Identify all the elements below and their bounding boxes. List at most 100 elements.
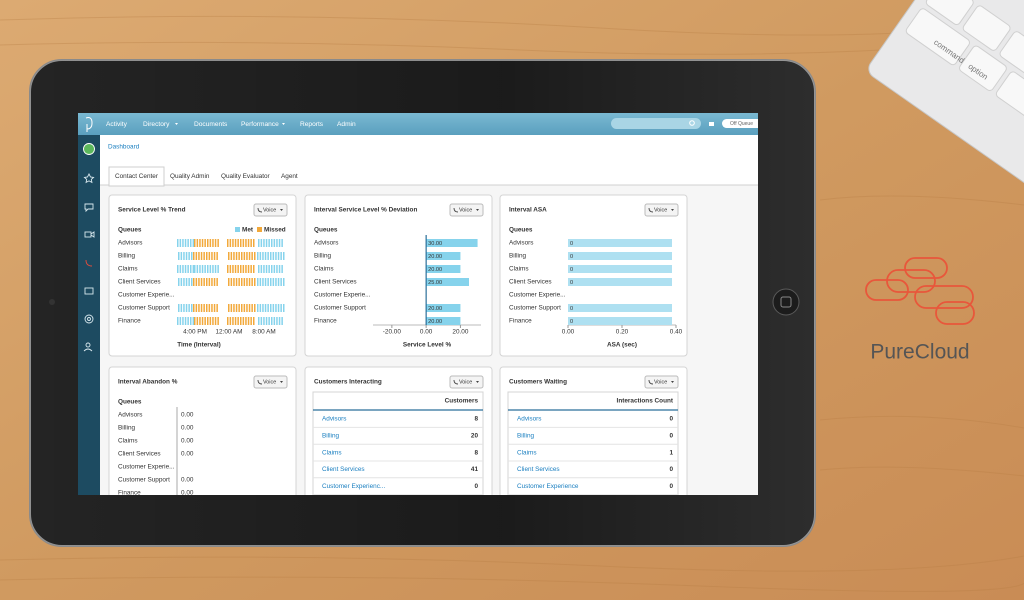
tab[interactable]: Agent bbox=[281, 173, 298, 180]
nav-item[interactable]: Reports bbox=[300, 121, 324, 128]
nav-item[interactable]: Directory bbox=[143, 121, 170, 128]
row-label: Finance bbox=[118, 490, 141, 497]
trend-stripe bbox=[211, 252, 213, 260]
brand-name: PureCloud bbox=[870, 341, 969, 364]
trend-stripe bbox=[209, 265, 212, 273]
trend-stripe bbox=[235, 278, 238, 286]
trend-stripe bbox=[228, 278, 230, 286]
trend-stripe bbox=[187, 317, 189, 325]
trend-stripe bbox=[182, 239, 184, 247]
row-name[interactable]: Billing bbox=[517, 432, 534, 439]
media-button[interactable] bbox=[253, 203, 288, 217]
legend-label: Missed bbox=[264, 227, 286, 234]
trend-stripe bbox=[264, 304, 267, 312]
trend-stripe bbox=[272, 252, 275, 260]
tab[interactable]: Contact Center bbox=[115, 173, 159, 180]
trend-stripe bbox=[262, 304, 264, 312]
row-name[interactable]: Claims bbox=[322, 449, 342, 456]
breadcrumb[interactable]: Dashboard bbox=[108, 144, 140, 151]
bar bbox=[426, 317, 461, 325]
media-caret bbox=[280, 209, 283, 211]
row-label: Billing bbox=[118, 425, 135, 432]
x-axis-label: Time (Interval) bbox=[177, 342, 221, 349]
trend-stripe bbox=[257, 278, 259, 286]
trend-stripe bbox=[234, 317, 237, 325]
trend-stripe bbox=[185, 304, 188, 312]
trend-stripe bbox=[283, 304, 285, 312]
trend-stripe bbox=[193, 304, 195, 312]
media-button[interactable] bbox=[449, 375, 484, 389]
trend-stripe bbox=[233, 304, 235, 312]
dropdown-caret bbox=[175, 123, 178, 125]
trend-stripe bbox=[199, 239, 201, 247]
trend-stripe bbox=[191, 278, 193, 286]
media-button[interactable] bbox=[253, 375, 288, 389]
phone-icon bbox=[257, 207, 263, 213]
trend-stripe bbox=[238, 278, 240, 286]
trend-stripe bbox=[204, 265, 206, 273]
trend-stripe bbox=[195, 278, 198, 286]
trend-stripe bbox=[275, 278, 277, 286]
nav-item[interactable]: Documents bbox=[194, 121, 228, 128]
widget-title: Service Level % Trend bbox=[118, 207, 186, 214]
trend-stripe bbox=[263, 239, 265, 247]
trend-stripe bbox=[271, 265, 273, 273]
trend-stripe bbox=[254, 304, 256, 312]
trend-stripe bbox=[272, 304, 275, 312]
trend-stripe bbox=[241, 252, 243, 260]
row-label: Customer Support bbox=[118, 477, 170, 484]
x-tick-label: 0.20 bbox=[616, 329, 629, 336]
media-button[interactable] bbox=[644, 375, 679, 389]
trend-stripe bbox=[201, 239, 204, 247]
row-name[interactable]: Advisors bbox=[517, 416, 542, 423]
trend-stripe bbox=[201, 265, 204, 273]
nav-item[interactable]: Performance bbox=[241, 121, 279, 128]
breadcrumb-bar bbox=[100, 135, 758, 158]
row-name[interactable]: Client Services bbox=[517, 466, 560, 473]
brand-logo bbox=[865, 257, 975, 325]
row-name[interactable]: Advisors bbox=[322, 416, 347, 423]
trend-stripe bbox=[240, 317, 242, 325]
home-button[interactable] bbox=[772, 288, 800, 316]
row-name[interactable]: Billing bbox=[322, 432, 339, 439]
bar-track bbox=[568, 317, 672, 325]
trend-stripe bbox=[281, 317, 283, 325]
bar-label: 25.00 bbox=[428, 280, 442, 286]
row-name[interactable]: Client Services bbox=[322, 466, 365, 473]
status-toggle[interactable] bbox=[722, 119, 762, 128]
tab[interactable]: Quality Evaluator bbox=[221, 173, 271, 180]
trend-stripe bbox=[228, 252, 230, 260]
tab[interactable]: Quality Admin bbox=[170, 173, 210, 180]
media-label: Voice bbox=[459, 208, 472, 214]
trend-stripe bbox=[178, 304, 180, 312]
row-name[interactable]: Customer Experienc... bbox=[322, 483, 385, 490]
row-name[interactable]: Claims bbox=[517, 449, 537, 456]
trend-stripe bbox=[217, 265, 219, 273]
widget-title: Customers Interacting bbox=[314, 379, 382, 386]
trend-stripe bbox=[276, 317, 278, 325]
trend-stripe bbox=[257, 252, 259, 260]
media-button[interactable] bbox=[644, 203, 679, 217]
trend-stripe bbox=[270, 252, 272, 260]
trend-stripe bbox=[196, 317, 199, 325]
x-tick-label: 8:00 AM bbox=[252, 329, 275, 336]
bar bbox=[426, 239, 478, 247]
bar-label: 20.00 bbox=[428, 254, 442, 260]
trend-stripe bbox=[195, 304, 198, 312]
row-value: 8 bbox=[474, 449, 478, 456]
sidebar-icons bbox=[83, 143, 95, 352]
row-label: Customer Experie... bbox=[509, 292, 566, 299]
trend-stripe bbox=[283, 252, 285, 260]
media-button[interactable] bbox=[449, 203, 484, 217]
rows-header: Queues bbox=[314, 227, 338, 234]
trend-stripe bbox=[180, 252, 183, 260]
row-label: Customer Experie... bbox=[118, 292, 175, 299]
x-tick-label: 0.40 bbox=[670, 329, 683, 336]
search-box[interactable] bbox=[611, 118, 701, 129]
row-name[interactable]: Customer Experience bbox=[517, 483, 579, 490]
trend-stripe bbox=[263, 265, 265, 273]
nav-item[interactable]: Admin bbox=[337, 121, 356, 128]
trend-stripe bbox=[242, 265, 245, 273]
nav-item[interactable]: Activity bbox=[106, 121, 128, 128]
